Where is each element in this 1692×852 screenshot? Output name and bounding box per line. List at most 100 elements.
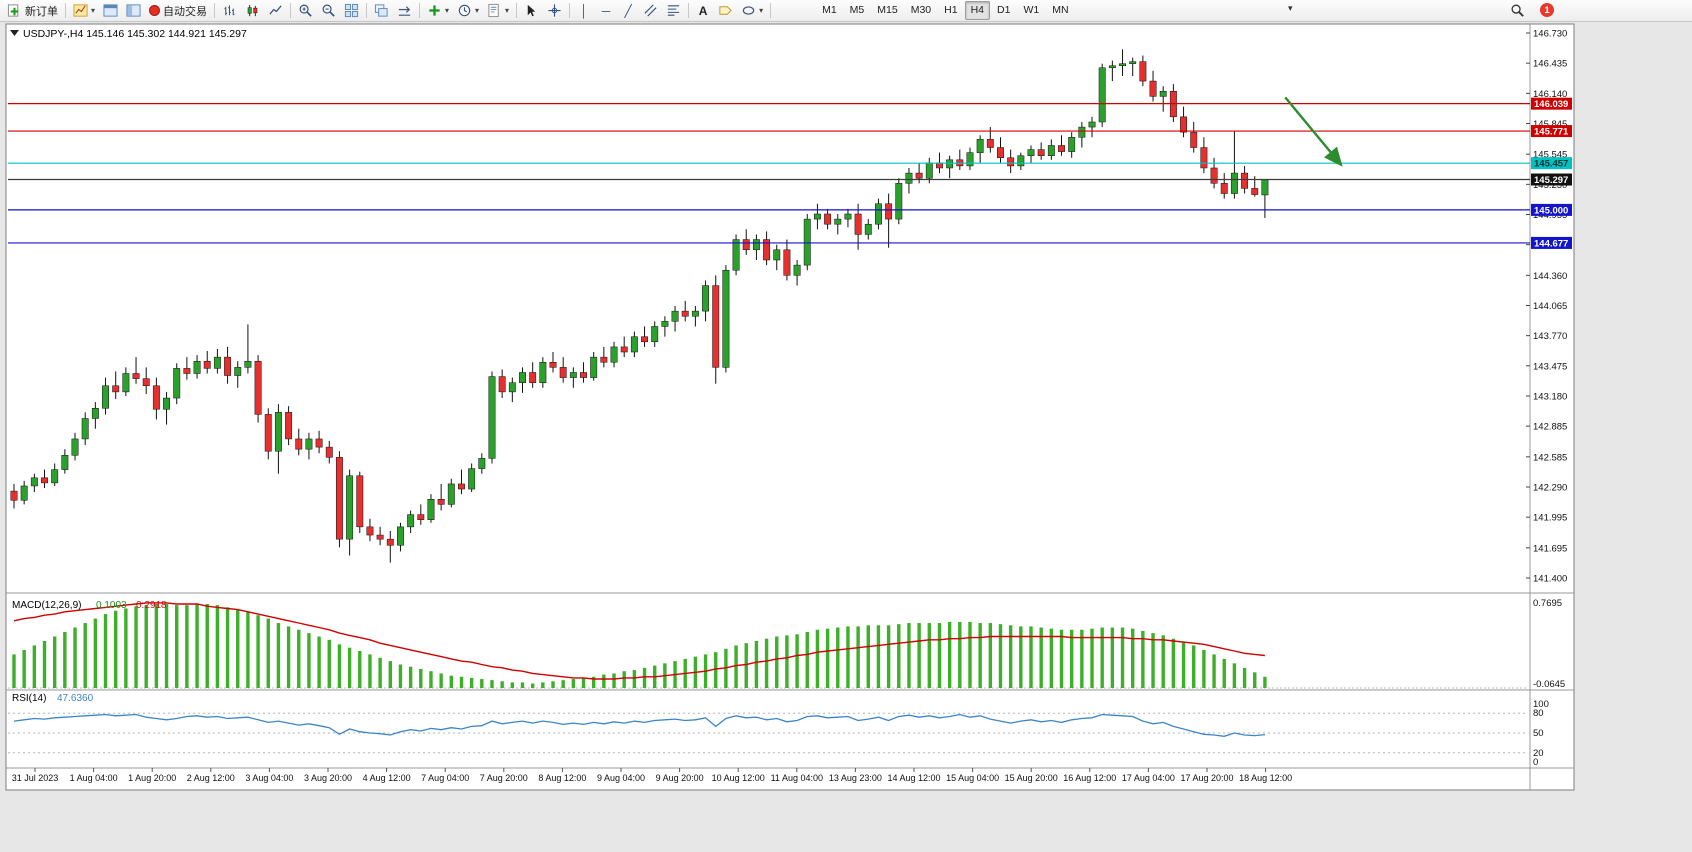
candle (702, 280, 710, 322)
svg-text:141.695: 141.695 (1533, 543, 1567, 554)
candle (163, 391, 171, 425)
notification-badge[interactable]: 1 (1540, 3, 1554, 17)
bar-chart-mode-button[interactable] (218, 0, 241, 21)
new-order-icon (7, 4, 19, 17)
crosshair-button[interactable] (543, 0, 566, 21)
timeframe-m30-button[interactable]: M30 (910, 4, 932, 16)
search-button[interactable] (1510, 3, 1525, 18)
templates-button[interactable]: ▾ (483, 0, 513, 21)
new-order-label: 新订单 (25, 5, 58, 18)
caret-down-icon: ▾ (445, 5, 450, 15)
candle (1180, 106, 1187, 138)
caret-down-icon: ▾ (91, 5, 96, 15)
trendline-tool-button[interactable]: ╱ (617, 0, 639, 21)
toolbar-separator (419, 3, 421, 18)
hline-145.771[interactable]: 145.771 (8, 125, 1572, 138)
candle (600, 346, 608, 368)
zoom-out-button[interactable] (317, 0, 340, 21)
timeframe-h4-button[interactable]: H4 (964, 1, 991, 20)
timeframe-w1-button[interactable]: W1 (1023, 4, 1040, 16)
toolbar-separator (366, 3, 368, 18)
candle (997, 137, 1004, 163)
indicators-button[interactable]: ▾ (423, 0, 453, 21)
candle (193, 355, 201, 379)
vertical-line-tool-button[interactable]: │ (573, 0, 595, 21)
timeframe-m15-button[interactable]: M15 (877, 4, 898, 16)
toolbar-separator (770, 3, 772, 18)
toolbar-overflow-icon[interactable]: ▾ (1288, 3, 1293, 13)
candle (122, 367, 130, 396)
horizontal-line-tool-button[interactable]: ─ (595, 0, 617, 21)
caret-down-icon: ▾ (475, 5, 480, 15)
market-watch-button[interactable] (99, 0, 122, 21)
timeframe-m1-button[interactable]: M1 (822, 4, 837, 16)
shapes-tool-button[interactable]: ▾ (737, 0, 767, 21)
svg-text:2 Aug 12:00: 2 Aug 12:00 (187, 773, 235, 783)
new-order-button[interactable]: 新订单 (3, 0, 62, 21)
tile-windows-button[interactable] (340, 0, 363, 21)
line-chart-icon (269, 5, 282, 15)
svg-text:142.585: 142.585 (1533, 452, 1567, 463)
macd-value: 0.1003 (96, 600, 127, 611)
candle (397, 522, 404, 552)
svg-text:11 Aug 04:00: 11 Aug 04:00 (771, 773, 823, 783)
candle (661, 316, 669, 337)
candle (844, 208, 852, 228)
hline-145.457[interactable]: 145.457 (8, 157, 1572, 170)
candle (824, 208, 832, 230)
periods-button[interactable]: ▾ (453, 0, 483, 21)
timeframe-m5-button[interactable]: M5 (849, 4, 865, 16)
candle (407, 510, 415, 534)
candle (569, 367, 577, 388)
candle (335, 451, 343, 548)
timeframe-h1-button[interactable]: H1 (944, 4, 958, 16)
candle (488, 371, 496, 464)
zoom-in-button[interactable] (294, 0, 317, 21)
channel-tool-button[interactable] (639, 0, 662, 21)
chart-collapse-icon[interactable] (10, 30, 19, 36)
auto-arrange-button[interactable] (370, 0, 393, 21)
new-chart-button[interactable]: ▾ (69, 0, 99, 21)
candle (437, 483, 445, 511)
candle (1108, 60, 1116, 82)
zoom-in-icon (299, 4, 312, 17)
candle (671, 306, 679, 332)
clock-icon (458, 4, 471, 17)
text-tool-button[interactable]: A (692, 0, 714, 21)
autotrading-button[interactable]: 自动交易 (145, 0, 211, 21)
price-axis: 146.730 146.435 146.140 145.845 145.545 145.2… (1526, 29, 1567, 585)
candle (274, 404, 282, 474)
svg-text:14 Aug 12:00: 14 Aug 12:00 (887, 773, 940, 783)
navigator-button[interactable] (122, 0, 145, 21)
trend-arrow[interactable] (1284, 96, 1343, 167)
hline-145.297[interactable]: 145.297 (8, 173, 1572, 187)
svg-text:9 Aug 20:00: 9 Aug 20:00 (656, 773, 704, 783)
timeframe-mn-button[interactable]: MN (1052, 4, 1069, 16)
chart-shift-button[interactable] (393, 0, 416, 21)
svg-text:144.360: 144.360 (1533, 271, 1567, 282)
timeframe-d1-button[interactable]: D1 (997, 4, 1011, 16)
candle (183, 357, 191, 380)
chart-background (6, 24, 1574, 790)
label-tool-button[interactable] (714, 0, 737, 21)
svg-text:80: 80 (1533, 708, 1544, 719)
svg-text:145.000: 145.000 (1534, 205, 1568, 216)
line-chart-mode-button[interactable] (264, 0, 287, 21)
candle (376, 526, 384, 546)
svg-text:13 Aug 23:00: 13 Aug 23:00 (829, 773, 882, 783)
fibonacci-tool-button[interactable] (662, 0, 685, 21)
macd-scale-top: 0.7695 (1533, 598, 1562, 609)
hline-144.677[interactable]: 144.677 (8, 236, 1572, 250)
svg-text:143.180: 143.180 (1533, 391, 1567, 402)
candle (712, 275, 720, 384)
candle (813, 203, 821, 230)
candle (325, 440, 333, 464)
svg-text:18 Aug 12:00: 18 Aug 12:00 (1239, 773, 1292, 783)
candle (559, 357, 567, 383)
candle (1119, 49, 1126, 76)
hline-145.000[interactable]: 145.000 (8, 203, 1572, 217)
cursor-button[interactable] (520, 0, 543, 21)
hline-146.039[interactable]: 146.039 (8, 97, 1572, 111)
candlestick-mode-button[interactable] (241, 0, 264, 21)
